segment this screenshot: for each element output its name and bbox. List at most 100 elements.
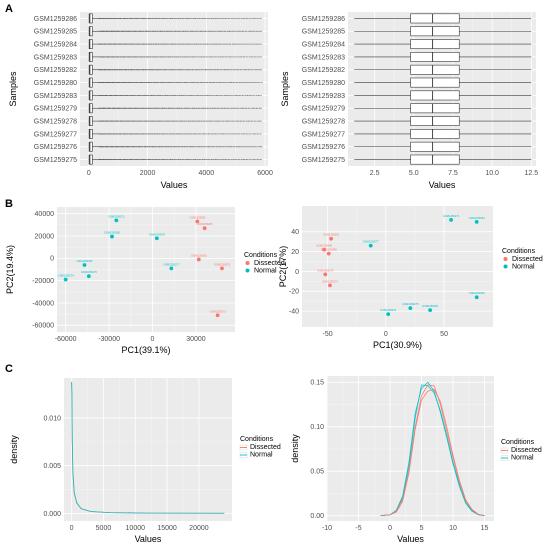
outlier-point (120, 82, 122, 84)
outlier-point (127, 107, 128, 109)
outlier-point (134, 120, 136, 122)
outlier-point (232, 43, 234, 45)
outlier-point (100, 43, 102, 45)
outlier-point (237, 30, 239, 32)
scatter-point (449, 217, 453, 222)
outlier-point (231, 107, 233, 109)
outlier-point (227, 30, 229, 32)
outlier-point (167, 159, 169, 161)
outlier-point (200, 94, 201, 96)
outlier-point (206, 17, 207, 19)
outlier-point (176, 120, 178, 122)
outlier-point (196, 107, 198, 109)
outlier-point (229, 120, 231, 122)
outlier-point (223, 17, 225, 19)
outlier-point (151, 94, 153, 96)
y-axis-title: Samples (280, 71, 290, 107)
outlier-point (170, 17, 172, 19)
x-tick-label: -30000 (98, 336, 120, 343)
outlier-point (172, 94, 174, 96)
outlier-point (201, 17, 203, 19)
outlier-point (108, 94, 109, 96)
outlier-point (108, 146, 110, 148)
outlier-point (194, 69, 196, 71)
outlier-point (222, 133, 224, 135)
x-tick-label: 0 (151, 336, 155, 343)
outlier-point (175, 107, 177, 109)
outlier-point (183, 69, 185, 71)
outlier-point (237, 133, 239, 135)
outlier-point (244, 43, 246, 45)
outlier-point (215, 17, 217, 19)
outlier-point (154, 120, 155, 122)
y-tick-label: 0.10 (310, 424, 324, 431)
outlier-point (211, 146, 213, 148)
outlier-point (257, 146, 259, 148)
outlier-point (253, 82, 254, 84)
outlier-point (200, 159, 202, 161)
outlier-point (128, 17, 130, 19)
outlier-point (186, 107, 187, 109)
outlier-point (237, 43, 239, 45)
outlier-point (233, 69, 235, 71)
outlier-point (125, 69, 127, 71)
outlier-point (121, 82, 123, 84)
outlier-point (195, 56, 197, 58)
outlier-point (184, 17, 186, 19)
point-label: GSM1259280 (316, 244, 333, 248)
outlier-point (160, 43, 162, 45)
outlier-point (103, 94, 105, 96)
outlier-point (155, 43, 157, 45)
y-tick-label: 40000 (35, 211, 55, 218)
box (410, 39, 460, 50)
outlier-point (182, 133, 184, 135)
outlier-point (197, 69, 199, 71)
outlier-point (160, 69, 162, 71)
scatter-point (329, 236, 334, 241)
y-tick-label: 0 (50, 256, 54, 263)
legend-entry: Normal (512, 264, 535, 271)
outlier-point (196, 69, 198, 71)
outlier-point (139, 133, 141, 135)
outlier-point (116, 133, 118, 135)
outlier-point (156, 159, 158, 161)
outlier-point (213, 56, 215, 58)
outlier-point (136, 120, 138, 122)
outlier-point (151, 107, 153, 109)
outlier-point (177, 43, 179, 45)
outlier-point (202, 82, 204, 84)
outlier-point (208, 159, 210, 161)
x-tick-label: 10.0 (485, 170, 499, 177)
outlier-point (150, 133, 152, 135)
outlier-point (149, 30, 151, 32)
outlier-point (222, 159, 224, 161)
outlier-point (248, 120, 250, 122)
outlier-point (195, 159, 197, 161)
outlier-point (128, 159, 130, 161)
outlier-point (131, 133, 133, 135)
outlier-point (214, 43, 216, 45)
c-left-background (64, 378, 232, 521)
outlier-point (175, 159, 177, 161)
outlier-point (214, 43, 216, 45)
outlier-point (162, 69, 164, 71)
y-tick-label: 0 (295, 269, 299, 276)
outlier-point (217, 133, 219, 135)
outlier-point (152, 120, 154, 122)
outlier-point (220, 43, 222, 45)
outlier-point (239, 82, 241, 84)
outlier-point (258, 17, 260, 19)
outlier-point (194, 133, 196, 135)
outlier-point (208, 30, 209, 32)
outlier-point (161, 30, 163, 32)
outlier-point (204, 120, 206, 122)
outlier-point (209, 133, 211, 135)
outlier-point (246, 17, 248, 19)
outlier-point (112, 69, 114, 71)
outlier-point (173, 43, 175, 45)
outlier-point (111, 30, 113, 32)
outlier-point (215, 56, 217, 58)
outlier-point (169, 82, 170, 84)
outlier-point (261, 43, 263, 45)
outlier-point (231, 159, 233, 161)
